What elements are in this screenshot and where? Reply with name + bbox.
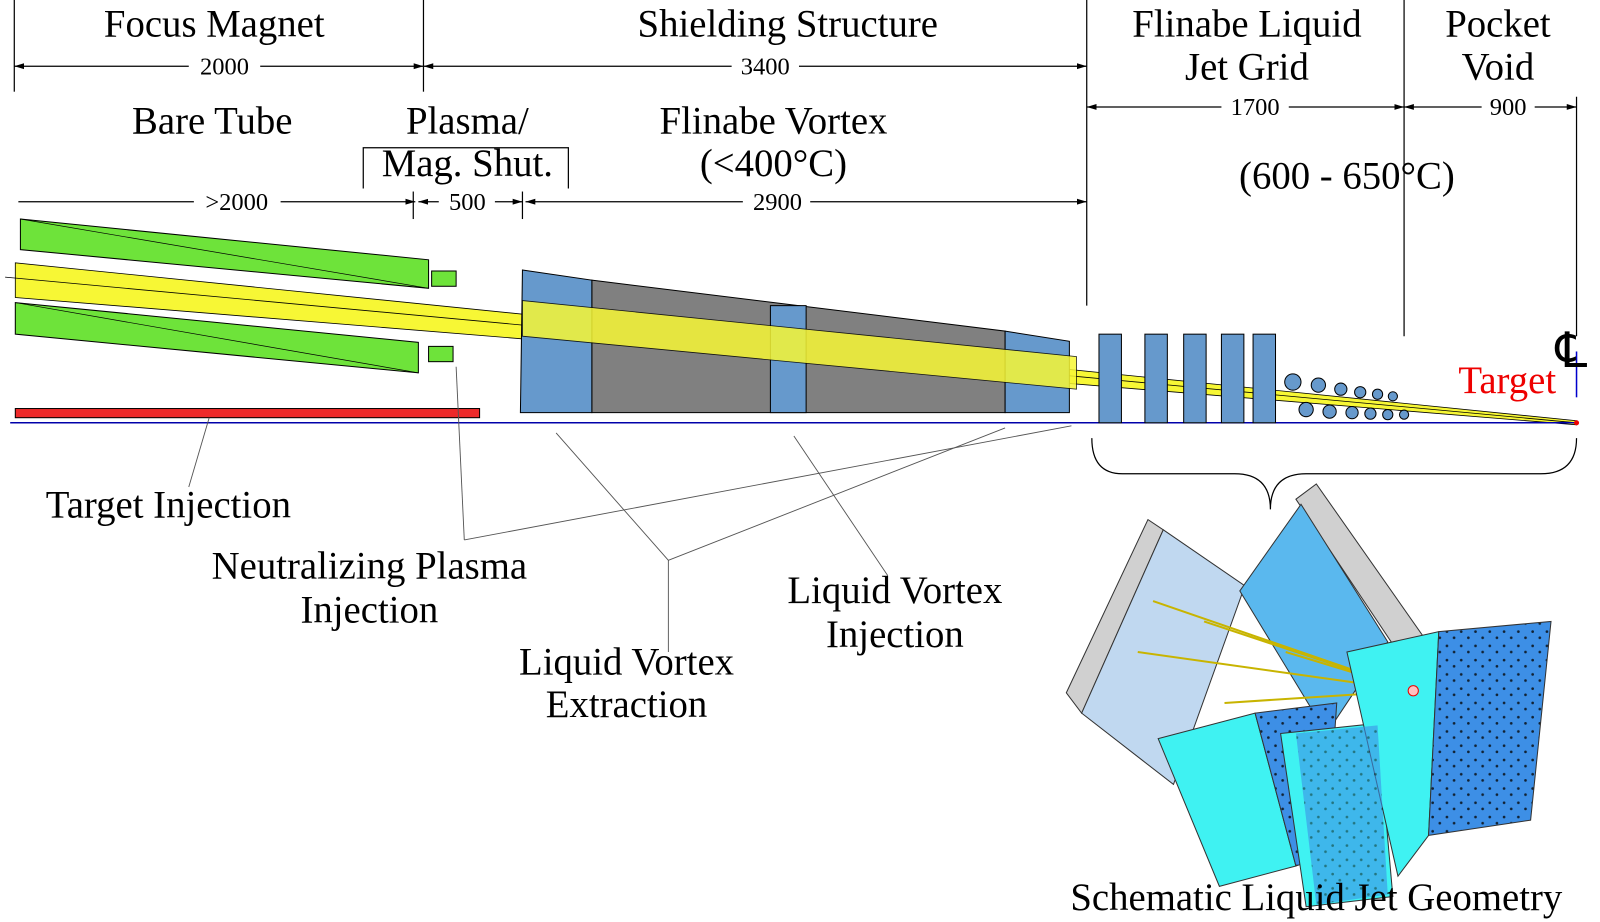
section-label: Flinabe Liquid xyxy=(1132,3,1361,46)
jet-geometry-schematic xyxy=(1066,484,1551,907)
subsection-label: (<400°C) xyxy=(700,142,847,185)
centerline-symbol: ℄ xyxy=(1555,322,1588,379)
dimension: 3400 xyxy=(741,53,790,80)
dimension: 2000 xyxy=(200,53,249,80)
callout: Neutralizing Plasma xyxy=(212,545,527,588)
section-label: Pocket xyxy=(1445,3,1551,46)
section-label: Void xyxy=(1462,45,1535,88)
subsection-label: Flinabe Vortex xyxy=(660,99,888,142)
callout: Liquid Vortex xyxy=(519,640,734,683)
section-label: Jet Grid xyxy=(1185,45,1309,88)
callout: Target Injection xyxy=(46,484,291,527)
dimension: >2000 xyxy=(205,189,268,216)
subsection-label: Bare Tube xyxy=(132,99,292,142)
dimension: 900 xyxy=(1490,94,1527,121)
dimension: 2900 xyxy=(753,189,802,216)
dimension: 1700 xyxy=(1231,94,1280,121)
dimension: 500 xyxy=(449,189,486,216)
section-label: Shielding Structure xyxy=(638,3,938,46)
beamline xyxy=(5,219,1579,509)
callout: Injection xyxy=(826,613,964,656)
subsection-label: Plasma/ xyxy=(406,99,529,142)
callout: Extraction xyxy=(546,683,707,726)
caption: Schematic Liquid Jet Geometry xyxy=(1070,876,1563,919)
diagram: Focus Magnet 2000 Shielding Structure 34… xyxy=(0,0,1600,922)
callout: Liquid Vortex xyxy=(787,569,1002,612)
callout: Injection xyxy=(300,589,438,632)
target-label: Target xyxy=(1458,359,1556,402)
section-label: Focus Magnet xyxy=(104,3,325,46)
subsection-label: Mag. Shut. xyxy=(382,142,553,185)
temperature: (600 - 650°C) xyxy=(1239,155,1455,198)
